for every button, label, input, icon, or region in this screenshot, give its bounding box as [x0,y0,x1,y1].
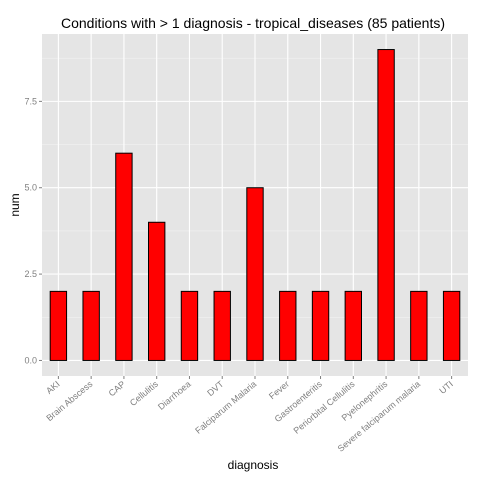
x-tick-label: Falciparum Malaria [193,379,258,436]
x-tick-label: Diarrhoea [156,379,193,412]
bar-falciparum-malaria [246,187,264,361]
bar-cellulitis [148,221,166,361]
y-tick-label: 7.5 [24,96,37,106]
bar-severe-falciparum-malaria [410,290,428,361]
x-tick-label: Fever [267,379,291,401]
bar-diarrhoea [180,290,199,361]
chart-title: Conditions with > 1 diagnosis - tropical… [61,15,445,31]
bar-uti [442,290,461,361]
x-tick-label: Periorbital Cellulitis [292,379,357,436]
y-axis-title: num [8,193,22,216]
x-axis-title: diagnosis [228,458,279,472]
y-tick-label: 0.0 [24,355,37,365]
x-tick-label: DVT [205,379,226,399]
bar-aki [49,290,68,361]
x-tick-label: CAP [107,379,128,399]
bar-pyelonephritis [377,49,395,361]
y-tick-label: 2.5 [24,269,37,279]
bar-gastroenteritis [311,290,330,361]
bar-fever [279,290,297,361]
y-axis: 0.0 2.5 5.0 7.5 [24,96,42,365]
x-tick-label: AKI [44,379,62,396]
bar-cap [115,152,133,361]
x-tick-label: UTI [437,379,455,396]
bars [49,49,461,361]
bar-periorbital-cellulitis [344,290,363,361]
y-tick-label: 5.0 [24,183,37,193]
bar-dvt [213,290,231,361]
bar-brain-abscess [82,290,100,361]
